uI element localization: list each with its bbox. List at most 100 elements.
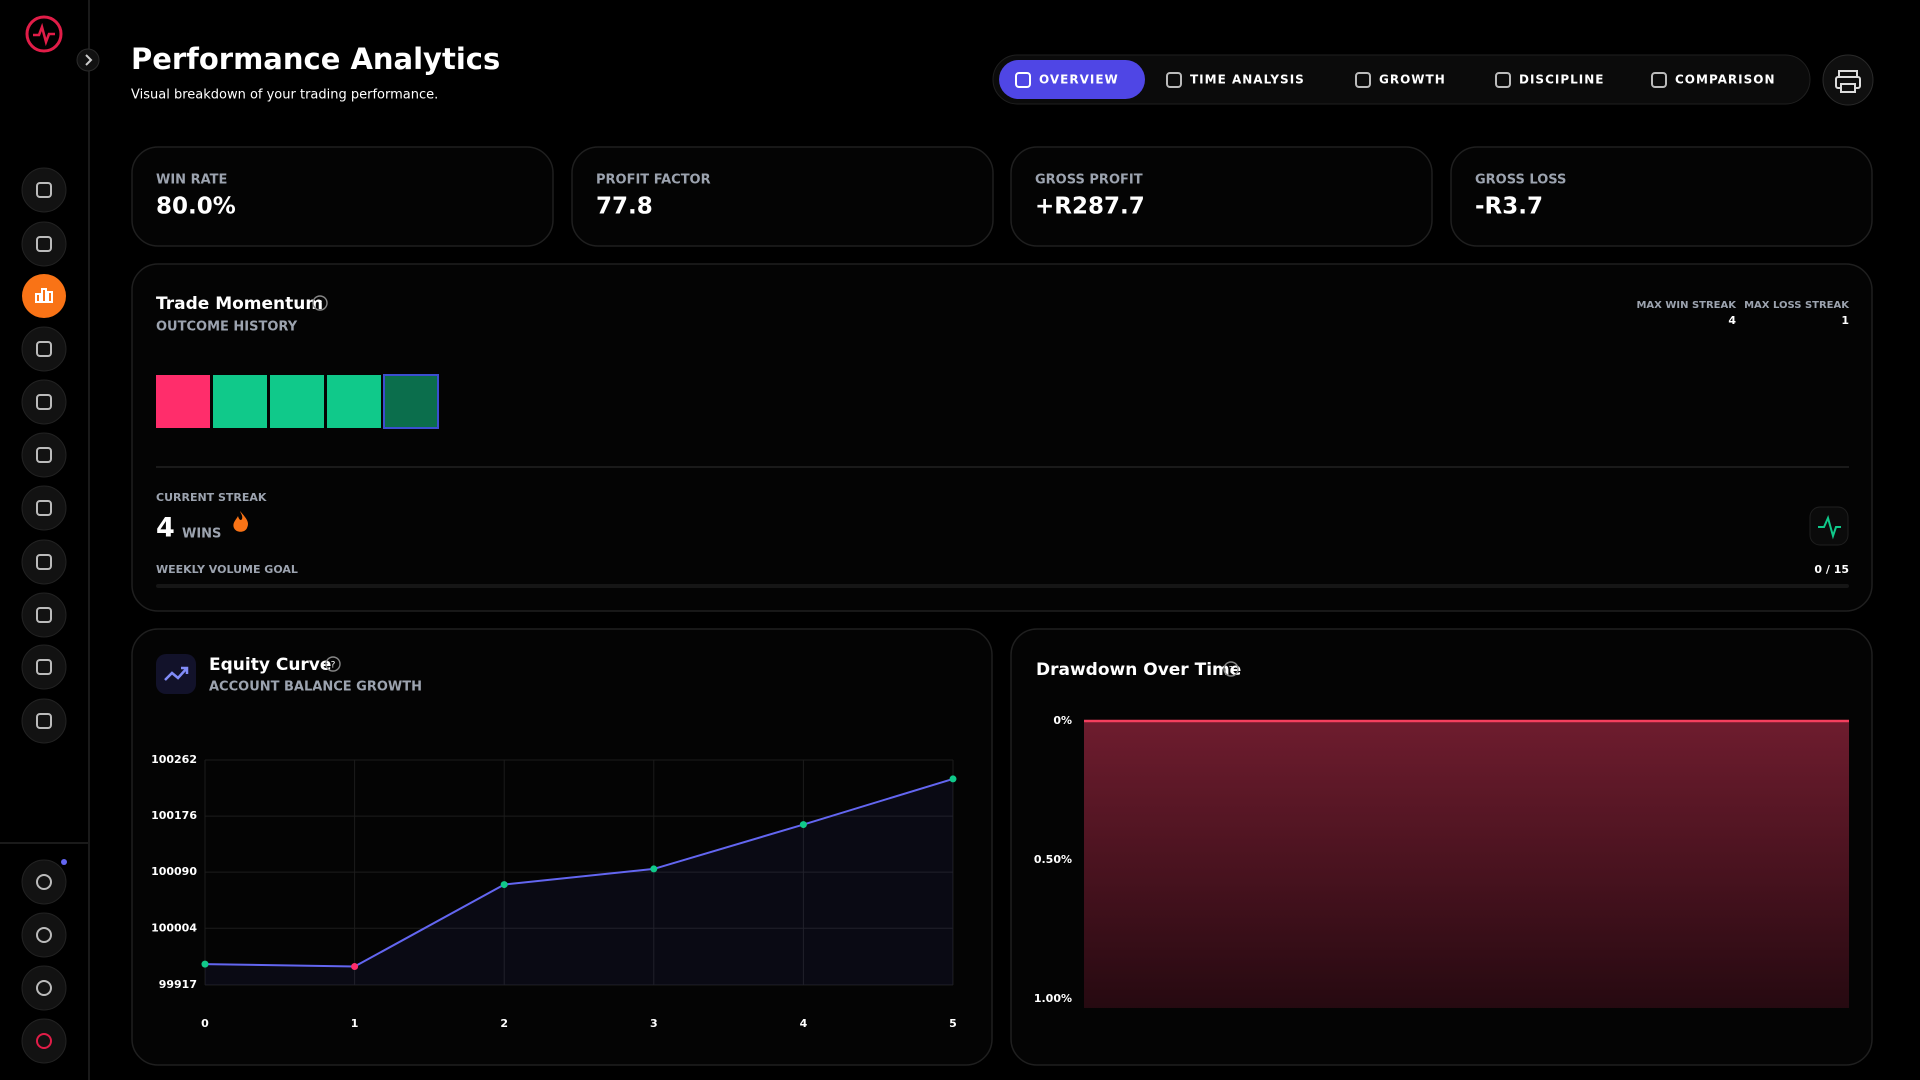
page-title: Performance Analytics [131, 42, 500, 76]
glyph [36, 236, 52, 252]
tab[interactable]: COMPARISON [1651, 72, 1776, 88]
nav-icon[interactable] [21, 592, 67, 638]
help-icon[interactable]: ? [1223, 661, 1239, 677]
stat-card [1450, 146, 1873, 247]
point[interactable] [650, 865, 658, 873]
glyph [47, 291, 53, 303]
outcome-box[interactable] [156, 375, 210, 428]
tab-icon [1015, 72, 1031, 88]
tab[interactable]: GROWTH [1355, 72, 1446, 88]
nav-icon[interactable] [21, 167, 67, 213]
momentum-card [131, 263, 1873, 612]
glyph [36, 341, 52, 357]
nav-icon[interactable] [21, 965, 67, 1011]
sidebar-toggle[interactable] [76, 48, 100, 72]
outcome-box[interactable] [270, 375, 324, 428]
equity-title: Equity Curve [209, 655, 331, 675]
logo[interactable] [25, 15, 63, 53]
stat-value: 80.0% [156, 194, 236, 220]
nav-icon-bg [22, 274, 66, 318]
outcome-box[interactable] [213, 375, 267, 428]
stat-label: GROSS PROFIT [1035, 173, 1143, 188]
glyph [36, 874, 52, 890]
stat-value: +R287.7 [1035, 194, 1145, 220]
tab-icon [1651, 72, 1667, 88]
nav-icon-bg [21, 221, 67, 267]
glyph [36, 927, 52, 943]
nav-icon-bg [21, 485, 67, 531]
stat-value: -R3.7 [1475, 194, 1543, 220]
nav-icon[interactable] [21, 432, 67, 478]
glyph [36, 607, 52, 623]
point[interactable] [799, 821, 807, 829]
nav-icon-bg [21, 1018, 67, 1064]
nav-icon-bg [21, 379, 67, 425]
glyph [36, 659, 52, 675]
stat-card [1010, 146, 1433, 247]
glyph [36, 447, 52, 463]
line [204, 777, 954, 968]
tab-bar [992, 54, 1811, 105]
nav-icon[interactable] [21, 379, 67, 425]
area-fill [1084, 721, 1849, 1008]
tab-label: COMPARISON [1675, 73, 1776, 87]
nav-icon-bg [21, 167, 67, 213]
point[interactable] [201, 960, 209, 968]
max-loss-value: 1 [1841, 314, 1849, 327]
stat-label: GROSS LOSS [1475, 173, 1566, 188]
point[interactable] [351, 963, 359, 971]
x-tick-label: 3 [650, 1017, 658, 1030]
glyph [36, 500, 52, 516]
page-subtitle: Visual breakdown of your trading perform… [131, 88, 438, 103]
glyph [36, 1033, 52, 1049]
y-tick-label: 0% [1053, 714, 1072, 727]
nav-icon-bg [21, 539, 67, 585]
outcome-box[interactable] [383, 374, 439, 429]
y-tick-label: 1.00% [1034, 992, 1072, 1005]
tab[interactable]: DISCIPLINE [1495, 72, 1605, 88]
print-button[interactable] [1822, 54, 1874, 106]
nav-icon[interactable] [21, 485, 67, 531]
max-loss-label: MAX LOSS STREAK [1744, 300, 1850, 311]
point[interactable] [949, 775, 957, 783]
help-icon[interactable]: ? [325, 656, 341, 672]
momentum-title: Trade Momentum [156, 294, 323, 314]
tab-label: DISCIPLINE [1519, 73, 1605, 87]
nav-icon[interactable] [21, 221, 67, 267]
nav-icon[interactable] [21, 539, 67, 585]
glyph [41, 288, 47, 303]
equity-card [131, 628, 993, 1066]
tab-icon [1355, 72, 1371, 88]
nav-icon[interactable] [21, 326, 67, 372]
svg-text:?: ? [1229, 666, 1234, 676]
point[interactable] [500, 881, 508, 889]
stat-cards: WIN RATE 80.0% PROFIT FACTOR 77.8 GROSS PROF… [131, 146, 1873, 247]
tab[interactable]: TIME ANALYSIS [1166, 72, 1305, 88]
nav-icon[interactable] [22, 274, 66, 318]
tab[interactable]: OVERVIEW [999, 60, 1145, 99]
nav-icon[interactable] [21, 698, 67, 744]
x-tick-label: 4 [800, 1017, 808, 1030]
max-win-label: MAX WIN STREAK [1636, 300, 1737, 311]
tabs: OVERVIEW TIME ANALYSIS GROWTH DISCIPLINE COM… [999, 60, 1776, 99]
help-icon[interactable]: ? [312, 295, 328, 311]
y-tick-label: 100176 [151, 809, 197, 822]
nav-icon-bg [21, 965, 67, 1011]
goal-track [156, 584, 1849, 588]
streak-label: CURRENT STREAK [156, 491, 267, 504]
tab-label: OVERVIEW [1039, 73, 1119, 87]
outcome-box[interactable] [327, 375, 381, 428]
glyph [35, 293, 41, 303]
flame-icon [233, 511, 249, 532]
y-tick-label: 99917 [159, 978, 197, 991]
nav-icon[interactable] [21, 644, 67, 690]
nav-icon[interactable] [21, 912, 67, 958]
nav-icon[interactable] [21, 1018, 67, 1064]
nav-icon-bg [21, 644, 67, 690]
nav-icon[interactable] [21, 859, 67, 905]
pulse-button[interactable] [1809, 506, 1849, 546]
tab-label: TIME ANALYSIS [1190, 73, 1305, 87]
stat-card [571, 146, 994, 247]
